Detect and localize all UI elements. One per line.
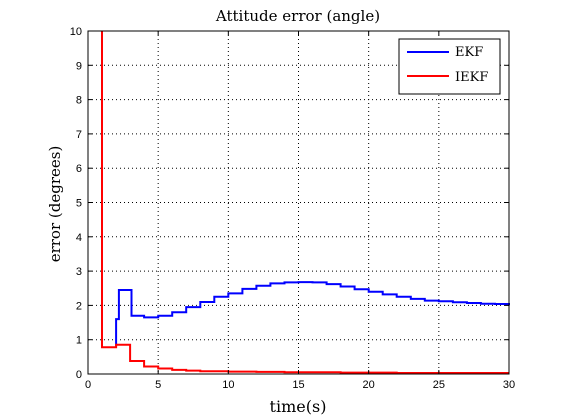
y-tick-label: 6	[76, 163, 82, 175]
y-tick-label: 2	[76, 300, 82, 312]
y-tick-labels: 0 1 2 3 4 5 6 7 8 9 10	[70, 26, 82, 381]
axis-ticks	[87, 30, 510, 375]
x-tick-label: 15	[292, 379, 304, 391]
x-tick-label: 10	[222, 379, 234, 391]
y-tick-label: 9	[76, 60, 82, 72]
y-tick-label: 8	[76, 95, 82, 107]
legend-label-ekf: EKF	[455, 45, 483, 60]
x-axis-label: time(s)	[270, 397, 327, 416]
legend-label-iekf: IEKF	[455, 70, 488, 85]
x-tick-label: 0	[85, 379, 91, 391]
legend-box	[398, 38, 501, 95]
series-line-iekf	[101, 31, 509, 374]
x-tick-label: 5	[155, 379, 161, 391]
chart-title: Attitude error (angle)	[215, 7, 380, 25]
x-tick-label: 20	[363, 379, 375, 391]
y-tick-label: 5	[76, 198, 82, 210]
y-tick-label: 7	[76, 129, 82, 141]
legend: EKF IEKF	[398, 38, 501, 95]
y-tick-label: 4	[76, 232, 82, 244]
x-tick-label: 30	[503, 379, 515, 391]
x-tick-labels: 0 5 10 15 20 25 30	[85, 379, 515, 391]
y-tick-label: 3	[76, 266, 82, 278]
x-tick-label: 25	[433, 379, 445, 391]
series-line-ekf	[115, 281, 510, 347]
y-tick-label: 1	[76, 335, 82, 347]
y-axis-label: error (degrees)	[46, 146, 64, 263]
series-layer	[101, 31, 510, 374]
y-tick-label: 0	[76, 369, 82, 381]
y-tick-label: 10	[70, 26, 82, 38]
